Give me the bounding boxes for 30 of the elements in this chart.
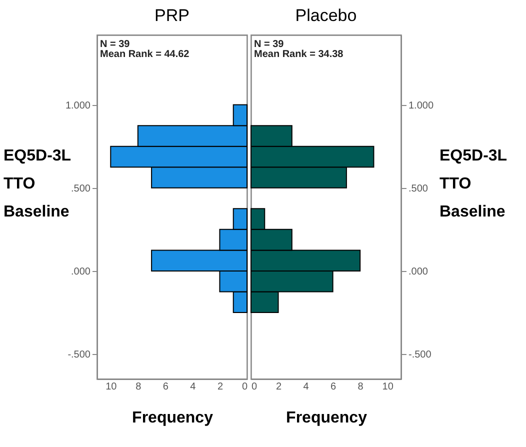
y-tick-label: -.500 [68,350,91,361]
annotation: N = 39 [100,39,130,50]
annotation: N = 39 [254,39,284,50]
y-tick-label: .500 [408,183,428,194]
x-tick-label: 6 [162,382,169,392]
annotation: Mean Rank = 34.38 [254,49,344,60]
x-tick-label: 8 [136,382,142,392]
y-axis-title: EQ5D-3L TTO Baseline [440,148,508,220]
y-tick-label: .000 [71,266,91,278]
x-tick-label: 0 [252,382,258,392]
x-tick-label: 4 [190,382,196,392]
x-tick-label: 10 [106,382,118,392]
x-tick-label: 2 [276,382,282,392]
annotation: Mean Rank = 44.62 [100,49,190,60]
x-axis-title: Frequency [132,410,214,426]
x-tick-label: 2 [217,382,224,392]
y-axis-title: EQ5D-3L TTO Baseline [4,148,72,220]
y-tick-label: 1.000 [65,100,91,112]
x-axis-title: Frequency [286,410,368,426]
chart-title: PRP [154,6,190,25]
y-tick-label: 1.000 [408,100,434,112]
y-tick-label: .000 [408,266,428,278]
x-tick-label: 6 [330,382,337,392]
x-tick-label: 0 [242,382,248,392]
x-tick-label: 4 [303,382,310,392]
y-tick-label: .500 [71,183,91,194]
y-tick-label: -.500 [408,350,432,361]
x-tick-label: 8 [358,382,364,392]
chart-title: Placebo [295,6,357,25]
x-tick-label: 10 [382,382,394,392]
